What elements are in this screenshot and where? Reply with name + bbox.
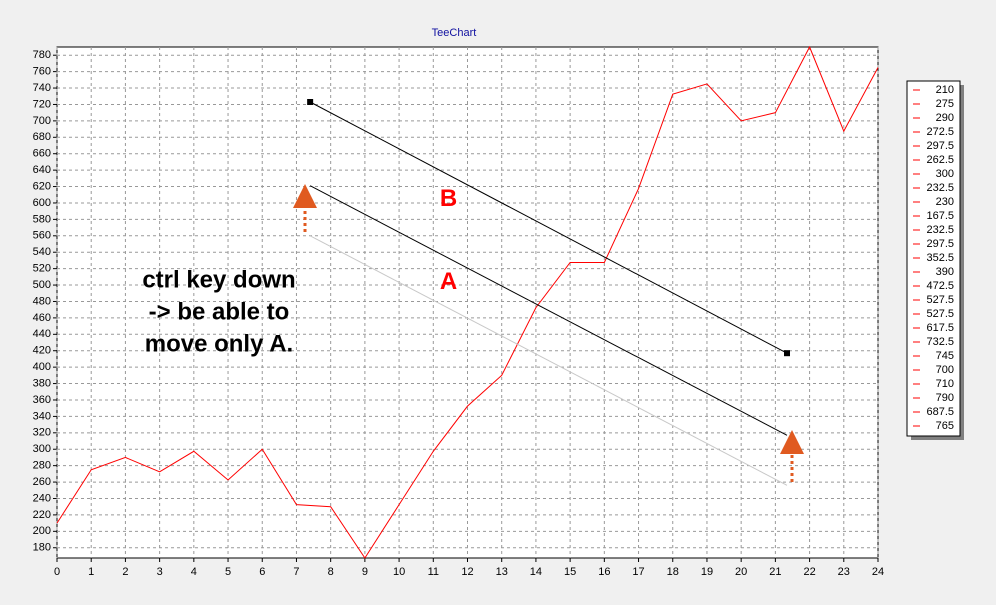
x-tick-label: 19 [701, 566, 713, 578]
y-tick-label: 640 [33, 164, 51, 176]
legend-label: 272.5 [926, 126, 954, 138]
y-tick-label: 320 [33, 427, 51, 439]
x-tick-label: 16 [598, 566, 610, 578]
legend-label: 700 [936, 364, 954, 376]
legend-label: 290 [936, 112, 954, 124]
x-tick-label: 15 [564, 566, 576, 578]
legend-label: 745 [936, 350, 954, 362]
x-tick-label: 1 [88, 566, 94, 578]
y-tick-label: 540 [33, 246, 51, 258]
legend-label: 527.5 [926, 308, 954, 320]
y-tick-label: 700 [33, 115, 51, 127]
legend-label: 300 [936, 168, 954, 180]
y-tick-label: 340 [33, 410, 51, 422]
y-tick-label: 680 [33, 131, 51, 143]
legend-label: 617.5 [926, 322, 954, 334]
y-tick-label: 660 [33, 148, 51, 160]
y-tick-label: 200 [33, 525, 51, 537]
x-tick-label: 11 [428, 566, 439, 578]
y-tick-label: 740 [33, 82, 51, 94]
x-tick-label: 10 [393, 566, 405, 578]
x-tick-label: 7 [293, 566, 299, 578]
legend-label: 472.5 [926, 280, 954, 292]
legend-label: 710 [936, 378, 954, 390]
y-tick-label: 560 [33, 230, 51, 242]
y-tick-label: 520 [33, 263, 51, 275]
x-tick-label: 23 [838, 566, 850, 578]
annotation: -> be able to [149, 298, 290, 325]
x-tick-label: 13 [496, 566, 508, 578]
legend-label: 527.5 [926, 294, 954, 306]
x-tick-label: 8 [328, 566, 334, 578]
legend-label: 297.5 [926, 140, 954, 152]
y-tick-label: 580 [33, 213, 51, 225]
x-tick-label: 5 [225, 566, 231, 578]
y-tick-label: 400 [33, 361, 51, 373]
legend-label: 232.5 [926, 224, 954, 236]
trend-label: A [440, 268, 457, 295]
x-tick-label: 2 [122, 566, 128, 578]
annotation: move only A. [145, 330, 293, 357]
x-tick-label: 9 [362, 566, 368, 578]
legend-label: 275 [936, 98, 954, 110]
x-tick-label: 6 [259, 566, 265, 578]
x-tick-label: 4 [191, 566, 197, 578]
legend-label: 687.5 [926, 406, 954, 418]
legend-label: 262.5 [926, 154, 954, 166]
y-tick-label: 360 [33, 394, 51, 406]
y-tick-label: 280 [33, 460, 51, 472]
legend-label: 167.5 [926, 210, 954, 222]
handle [784, 350, 791, 357]
legend-label: 765 [936, 420, 954, 432]
y-tick-label: 480 [33, 295, 51, 307]
legend-label: 390 [936, 266, 954, 278]
y-tick-label: 720 [33, 98, 51, 110]
annotation: ctrl key down [142, 266, 295, 293]
x-tick-label: 22 [803, 566, 815, 578]
legend-label: 232.5 [926, 182, 954, 194]
x-tick-label: 3 [157, 566, 163, 578]
y-tick-label: 440 [33, 328, 51, 340]
trend-line [309, 185, 788, 436]
x-tick-label: 17 [632, 566, 644, 578]
x-tick-label: 21 [769, 566, 781, 578]
series-line [56, 45, 879, 559]
x-tick-label: 24 [872, 566, 884, 578]
y-tick-label: 180 [33, 542, 51, 554]
y-tick-label: 240 [33, 492, 51, 504]
y-tick-label: 780 [33, 49, 51, 61]
y-tick-label: 460 [33, 312, 51, 324]
x-tick-label: 12 [461, 566, 473, 578]
trend-line [309, 101, 788, 354]
x-tick-label: 14 [530, 566, 542, 578]
y-tick-label: 420 [33, 345, 51, 357]
legend-label: 352.5 [926, 252, 954, 264]
chart-title: TeeChart [432, 27, 477, 39]
marks: BA [56, 45, 879, 559]
legend-items: 210 275 290 272.5 297.5 262.5 300 232.5 230 167.5… [913, 84, 954, 432]
trend-line [309, 235, 788, 486]
y-tick-label: 600 [33, 197, 51, 209]
legend-label: 297.5 [926, 238, 954, 250]
x-tick-label: 20 [735, 566, 747, 578]
handle [307, 98, 314, 105]
y-tick-label: 220 [33, 509, 51, 521]
y-tick-label: 300 [33, 443, 51, 455]
grid: 1802002202402602803003203403603804004204… [33, 47, 884, 578]
legend-label: 732.5 [926, 336, 954, 348]
y-tick-label: 260 [33, 476, 51, 488]
legend-label: 210 [936, 84, 954, 96]
y-tick-label: 620 [33, 180, 51, 192]
legend-label: 790 [936, 392, 954, 404]
trend-label: B [440, 185, 457, 212]
legend-label: 230 [936, 196, 954, 208]
x-tick-label: 18 [667, 566, 679, 578]
y-tick-label: 380 [33, 377, 51, 389]
y-tick-label: 760 [33, 66, 51, 78]
x-tick-label: 0 [54, 566, 60, 578]
y-tick-label: 500 [33, 279, 51, 291]
